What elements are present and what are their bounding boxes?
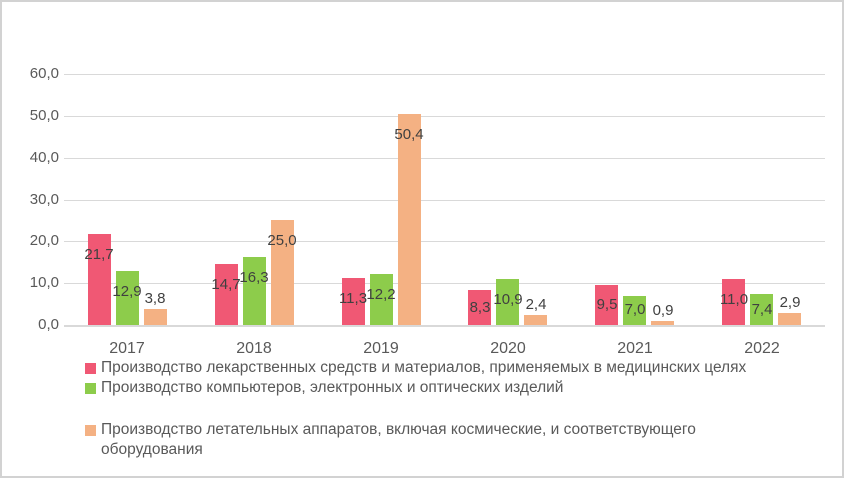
legend-item-label: Производство летательных аппаратов, вклю… (101, 421, 696, 458)
y-axis-tick-label: 10,0 (29, 274, 59, 291)
y-axis-tick-label: 60,0 (29, 65, 59, 82)
bar-2020-series-1 (496, 279, 519, 325)
bar-value-label: 25,0 (267, 232, 297, 249)
gridline (64, 158, 825, 159)
legend-item-label: Производство лекарственных средств и мат… (101, 359, 747, 376)
y-axis-tick-label: 20,0 (29, 232, 59, 249)
gridline (64, 283, 825, 284)
x-axis-category-label: 2018 (236, 340, 272, 357)
bar-2017-series-1 (116, 271, 139, 325)
bar-value-label: 0,9 (652, 302, 674, 319)
bar-value-label: 12,9 (112, 283, 142, 300)
bar-2018-series-2 (271, 220, 294, 325)
x-axis-line (64, 325, 825, 327)
legend-item: Производство лекарственных средств и мат… (85, 358, 797, 378)
bar-2020-series-0 (468, 290, 491, 325)
bar-value-label: 7,0 (624, 301, 646, 318)
bar-value-label: 3,8 (144, 290, 166, 307)
bar-2017-series-2 (144, 309, 167, 325)
x-axis-category-label: 2019 (363, 340, 399, 357)
legend-item-label: Производство компьютеров, электронных и … (101, 379, 564, 396)
bar-value-label: 50,4 (394, 126, 424, 143)
gridline (64, 200, 825, 201)
bar-value-label: 2,4 (525, 296, 547, 313)
bar-2019-series-2 (398, 114, 421, 325)
gridline (64, 116, 825, 117)
x-axis-category-label: 2022 (744, 340, 780, 357)
legend-marker-icon (85, 383, 96, 394)
bar-2022-series-1 (750, 294, 773, 325)
bar-2022-series-0 (722, 279, 745, 325)
bar-2021-series-1 (623, 296, 646, 325)
x-axis-category-label: 2020 (490, 340, 526, 357)
gridline (64, 74, 825, 75)
bar-2017-series-0 (88, 234, 111, 325)
x-axis-category-label: 2021 (617, 340, 653, 357)
y-axis-tick-label: 50,0 (29, 107, 59, 124)
bar-2019-series-1 (370, 274, 393, 325)
y-axis-tick-label: 0,0 (38, 316, 59, 333)
bar-value-label: 9,5 (596, 296, 618, 313)
bar-2021-series-0 (595, 285, 618, 325)
bar-2021-series-2 (651, 321, 674, 325)
chart-legend: Производство лекарственных средств и мат… (85, 358, 797, 460)
bar-value-label: 7,4 (751, 301, 773, 318)
bar-value-label: 10,9 (493, 291, 523, 308)
legend-item: Производство летательных аппаратов, вклю… (85, 420, 797, 460)
gridline (64, 241, 825, 242)
bar-2019-series-0 (342, 278, 365, 325)
bar-value-label: 11,3 (338, 290, 368, 307)
bar-value-label: 21,7 (84, 246, 114, 263)
legend-marker-icon (85, 425, 96, 436)
x-axis-category-label: 2017 (109, 340, 145, 357)
bar-2018-series-0 (215, 264, 238, 325)
bar-2020-series-2 (524, 315, 547, 325)
bar-value-label: 2,9 (779, 294, 801, 311)
bar-value-label: 11,0 (719, 291, 749, 308)
bar-2018-series-1 (243, 257, 266, 325)
legend-item: Производство компьютеров, электронных и … (85, 378, 797, 398)
bar-value-label: 14,7 (211, 276, 241, 293)
bar-2022-series-2 (778, 313, 801, 325)
y-axis-tick-label: 40,0 (29, 149, 59, 166)
legend-marker-icon (85, 363, 96, 374)
y-axis-tick-label: 30,0 (29, 191, 59, 208)
bar-value-label: 8,3 (469, 299, 491, 316)
bar-value-label: 16,3 (239, 269, 269, 286)
bar-value-label: 12,2 (366, 286, 396, 303)
